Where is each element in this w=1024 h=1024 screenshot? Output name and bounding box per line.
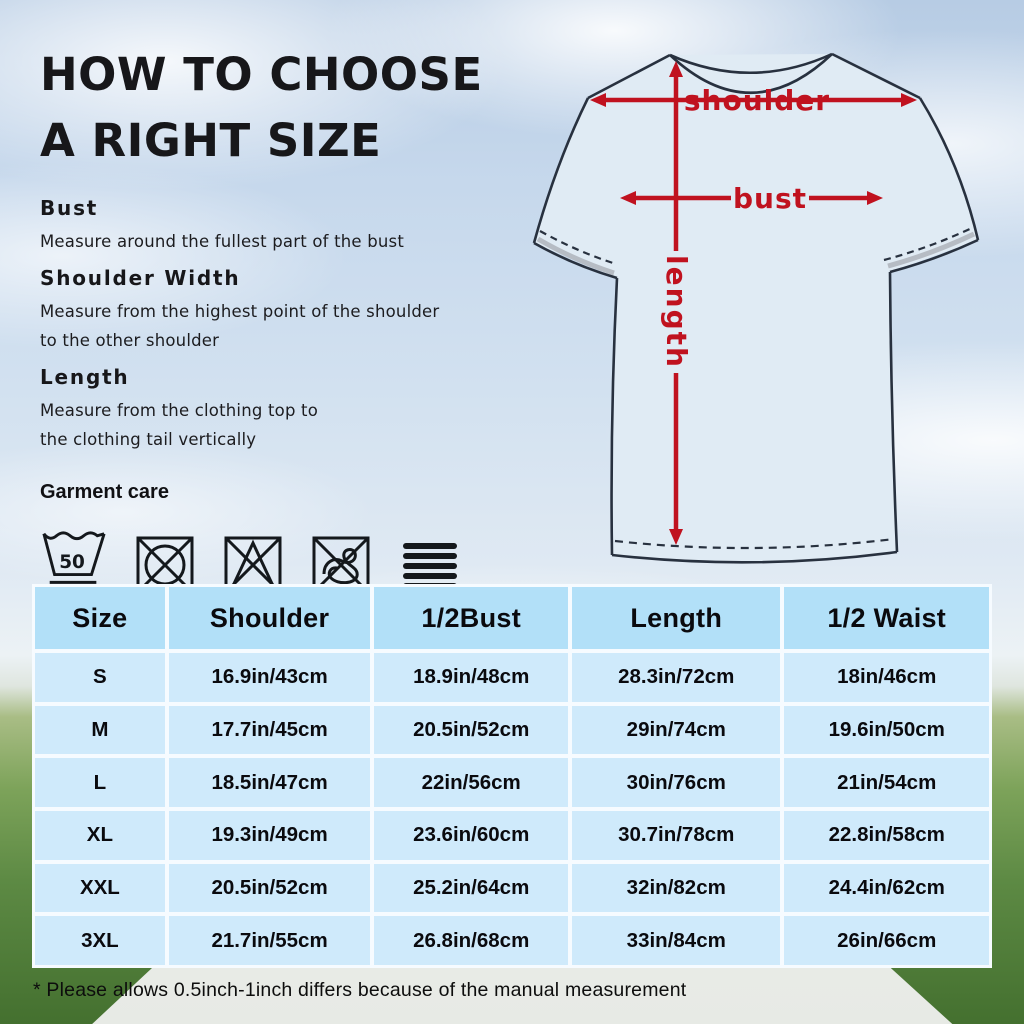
measurement-cell: 20.5in/52cm xyxy=(374,705,569,755)
size-cell: S xyxy=(35,653,165,702)
size-cell: M xyxy=(35,705,165,755)
measurement-cell: 16.9in/43cm xyxy=(168,653,371,702)
tshirt-diagram: shoulder bust length xyxy=(532,52,980,564)
column-header: 1/2Bust xyxy=(374,587,569,649)
size-cell: XXL xyxy=(35,863,165,913)
shoulder-arrow: shoulder xyxy=(590,84,917,117)
measurement-cell: 19.3in/49cm xyxy=(168,811,371,860)
measurement-cell: 21in/54cm xyxy=(784,758,989,807)
instruction-text: the clothing tail vertically xyxy=(40,430,257,449)
instruction-text: Measure from the highest point of the sh… xyxy=(40,302,440,321)
instruction-heading: Bust xyxy=(40,196,99,220)
length-label: length xyxy=(660,255,693,369)
measurement-cell: 33in/84cm xyxy=(572,916,781,965)
footnote: * Please allows 0.5inch-1inch differs be… xyxy=(33,979,687,1001)
column-header: Size xyxy=(35,587,165,649)
measurement-cell: 23.6in/60cm xyxy=(374,811,569,860)
measurement-cell: 19.6in/50cm xyxy=(784,705,989,755)
size-cell: 3XL xyxy=(35,916,165,965)
measurement-cell: 22in/56cm xyxy=(374,758,569,807)
instruction-heading: Length xyxy=(40,365,130,389)
measurement-cell: 22.8in/58cm xyxy=(784,811,989,860)
measurement-cell: 18.5in/47cm xyxy=(168,758,371,807)
size-cell: XL xyxy=(35,811,165,860)
measurement-cell: 30in/76cm xyxy=(572,758,781,807)
measurement-cell: 18in/46cm xyxy=(784,653,989,702)
measurement-cell: 18.9in/48cm xyxy=(374,653,569,702)
column-header: 1/2 Waist xyxy=(784,587,989,649)
measurement-cell: 28.3in/72cm xyxy=(572,653,781,702)
measurement-cell: 29in/74cm xyxy=(572,705,781,755)
measurement-cell: 32in/82cm xyxy=(572,863,781,913)
measurement-cell: 24.4in/62cm xyxy=(784,863,989,913)
page-title-line1: HOW TO CHOOSE xyxy=(40,48,483,101)
bust-label: bust xyxy=(733,182,807,215)
garment-care-heading: Garment care xyxy=(40,481,169,503)
tshirt-outline xyxy=(532,52,980,564)
page-title-line2: A RIGHT SIZE xyxy=(40,114,382,167)
size-table: Size Shoulder 1/2Bust Length 1/2 Waist S 16.9i… xyxy=(32,584,992,968)
measurement-cell: 17.7in/45cm xyxy=(168,705,371,755)
measurement-instructions: Bust Measure around the fullest part of t… xyxy=(40,196,520,451)
instruction-text: Measure from the clothing top to xyxy=(40,401,319,420)
instruction-heading: Shoulder Width xyxy=(40,266,241,290)
instruction-text: to the other shoulder xyxy=(40,331,220,350)
measurement-cell: 26.8in/68cm xyxy=(374,916,569,965)
instruction-text: Measure around the fullest part of the b… xyxy=(40,232,405,251)
measurement-cell: 26in/66cm xyxy=(784,916,989,965)
bust-arrow: bust xyxy=(620,182,883,215)
column-header: Shoulder xyxy=(168,587,371,649)
measurement-cell: 25.2in/64cm xyxy=(374,863,569,913)
measurement-cell: 20.5in/52cm xyxy=(168,863,371,913)
column-header: Length xyxy=(572,587,781,649)
length-arrow: length xyxy=(660,61,693,545)
measurement-cell: 30.7in/78cm xyxy=(572,811,781,860)
size-cell: L xyxy=(35,758,165,807)
page-title: HOW TO CHOOSE A RIGHT SIZE xyxy=(40,42,520,174)
wash-temperature-label: 50 xyxy=(59,552,85,573)
left-column: HOW TO CHOOSE A RIGHT SIZE Bust Measure a… xyxy=(40,42,520,596)
measurement-cell: 21.7in/55cm xyxy=(168,916,371,965)
shoulder-label: shoulder xyxy=(684,84,830,117)
